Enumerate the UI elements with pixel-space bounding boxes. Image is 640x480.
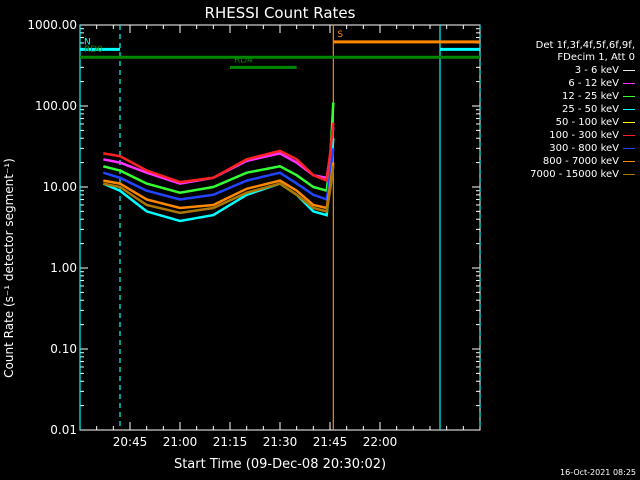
legend-entry: 300 - 800 keV <box>480 142 635 155</box>
legend-entry: 100 - 300 keV <box>480 129 635 142</box>
x-tick-label: 21:15 <box>213 435 248 449</box>
legend-entry: 50 - 100 keV <box>480 116 635 129</box>
legend-entry: 3 - 6 keV <box>480 64 635 77</box>
legend-swatch <box>623 161 635 162</box>
legend-label: 300 - 800 keV <box>549 143 619 154</box>
y-tick-label: 10.00 <box>43 180 77 194</box>
state-bar-label: RD4 <box>234 55 253 65</box>
legend-swatch <box>623 135 635 136</box>
legend-header: Det 1f,3f,4f,5f,6f,9f, <box>535 40 635 51</box>
timestamp: 16-Oct-2021 08:25 <box>560 468 636 477</box>
legend-swatch <box>623 70 635 71</box>
legend-label: 50 - 100 keV <box>555 117 619 128</box>
chart-title: RHESSI Count Rates <box>205 4 356 22</box>
legend-label: 100 - 300 keV <box>549 130 619 141</box>
y-tick-label: 1.00 <box>50 261 77 275</box>
legend-label: 25 - 50 keV <box>561 104 619 115</box>
legend-entry: 7000 - 15000 keV <box>480 168 635 181</box>
x-tick-label: 20:45 <box>113 435 148 449</box>
state-bar-label: RD0 <box>84 45 103 55</box>
x-tick-label: 21:30 <box>263 435 298 449</box>
plot-area: 0.01 0.10 1.00 10.00 100.00 1000.00 20:45 21:00… <box>27 18 481 449</box>
legend-swatch <box>623 174 635 175</box>
plot-frame <box>79 24 481 431</box>
y-tick-label: 1000.00 <box>27 18 77 32</box>
legend-entry: 25 - 50 keV <box>480 103 635 116</box>
x-tick-label: 21:00 <box>163 435 198 449</box>
legend: Det 1f,3f,4f,5f,6f,9f, FDecim 1, Att 0 3 -… <box>480 40 635 181</box>
series-line <box>102 102 335 194</box>
x-tick-label: 21:45 <box>313 435 348 449</box>
legend-entry: 800 - 7000 keV <box>480 155 635 168</box>
legend-label: 6 - 12 keV <box>568 78 619 89</box>
series-line <box>102 148 335 202</box>
y-axis-label: Count Rate (s⁻¹ detector segment⁻¹) <box>2 158 16 378</box>
legend-label: 12 - 25 keV <box>561 91 619 102</box>
legend-swatch <box>623 122 635 123</box>
legend-entry: 12 - 25 keV <box>480 90 635 103</box>
legend-label: 800 - 7000 keV <box>542 156 619 167</box>
x-tick-label: 22:00 <box>363 435 398 449</box>
legend-label: 3 - 6 keV <box>574 65 619 76</box>
state-bar-label: S <box>337 30 343 40</box>
legend-entry: 6 - 12 keV <box>480 77 635 90</box>
legend-header: FDecim 1, Att 0 <box>557 52 635 63</box>
legend-swatch <box>623 96 635 97</box>
y-tick-label: 0.01 <box>50 423 77 437</box>
series-line <box>103 122 335 184</box>
y-tick-label: 100.00 <box>35 99 77 113</box>
legend-swatch <box>623 83 635 84</box>
legend-swatch <box>623 109 635 110</box>
y-tick-label: 0.10 <box>50 342 77 356</box>
state-bar-label: N <box>84 37 91 47</box>
legend-label: 7000 - 15000 keV <box>530 169 619 180</box>
x-axis-label: Start Time (09-Dec-08 20:30:02) <box>174 457 386 472</box>
series-line <box>103 166 335 215</box>
legend-swatch <box>623 148 635 149</box>
